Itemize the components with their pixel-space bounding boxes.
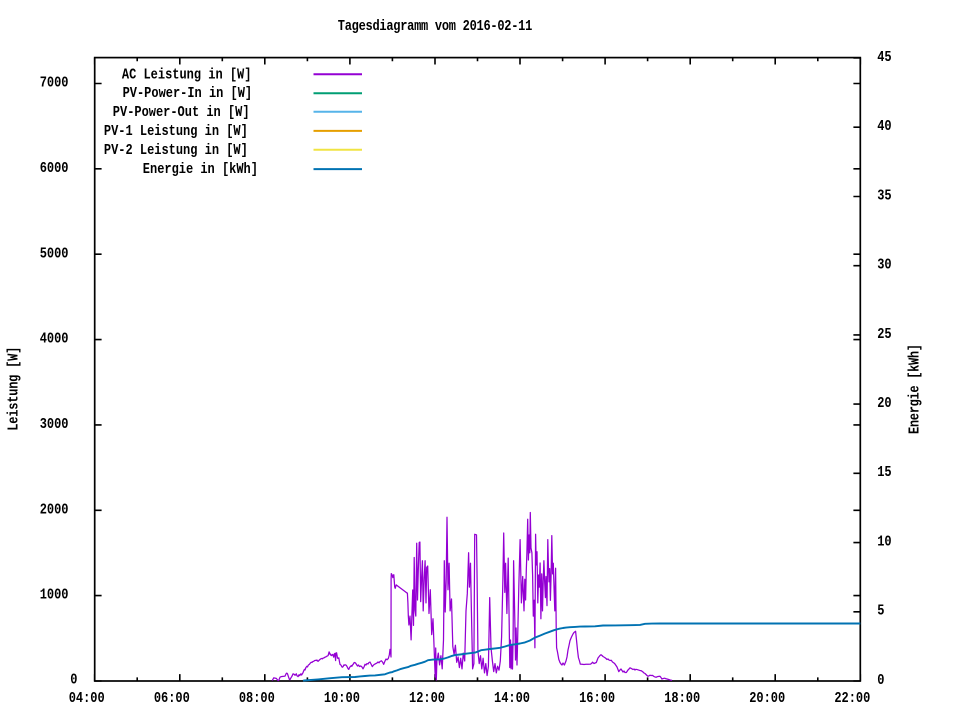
- svg-text:16:00: 16:00: [579, 691, 615, 707]
- svg-text:10: 10: [877, 535, 891, 551]
- svg-text:PV-Power-In in [W]: PV-Power-In in [W]: [123, 86, 253, 102]
- svg-text:15: 15: [877, 465, 891, 481]
- svg-text:1000: 1000: [40, 588, 69, 604]
- svg-text:14:00: 14:00: [494, 691, 530, 707]
- svg-text:7000: 7000: [40, 76, 69, 92]
- svg-text:Energie [kWh]: Energie [kWh]: [907, 344, 923, 434]
- svg-text:04:00: 04:00: [69, 691, 105, 707]
- svg-text:10:00: 10:00: [324, 691, 360, 707]
- svg-text:5000: 5000: [40, 246, 69, 262]
- svg-text:35: 35: [877, 188, 891, 204]
- svg-text:Tagesdiagramm vom 2016-02-11: Tagesdiagramm vom 2016-02-11: [338, 19, 533, 35]
- svg-text:6000: 6000: [40, 161, 69, 177]
- svg-text:PV-Power-Out in [W]: PV-Power-Out in [W]: [113, 105, 250, 121]
- svg-text:06:00: 06:00: [154, 691, 190, 707]
- svg-text:0: 0: [70, 672, 77, 688]
- svg-text:18:00: 18:00: [664, 691, 700, 707]
- svg-text:40: 40: [877, 119, 891, 135]
- svg-text:Leistung [W]: Leistung [W]: [7, 347, 23, 431]
- svg-text:0: 0: [877, 673, 884, 689]
- svg-text:4000: 4000: [40, 332, 69, 348]
- svg-text:25: 25: [877, 327, 891, 343]
- svg-text:5: 5: [877, 604, 884, 620]
- svg-text:2000: 2000: [40, 502, 69, 518]
- svg-text:3000: 3000: [40, 417, 69, 433]
- svg-text:30: 30: [877, 258, 891, 274]
- svg-text:Energie in [kWh]: Energie in [kWh]: [143, 162, 258, 178]
- svg-text:20:00: 20:00: [749, 691, 785, 707]
- svg-text:PV-1 Leistung in [W]: PV-1 Leistung in [W]: [104, 124, 248, 140]
- svg-text:12:00: 12:00: [409, 691, 445, 707]
- svg-text:22:00: 22:00: [834, 691, 870, 707]
- svg-text:AC Leistung in [W]: AC Leistung in [W]: [122, 67, 252, 83]
- svg-text:PV-2 Leistung in [W]: PV-2 Leistung in [W]: [104, 143, 248, 159]
- svg-text:08:00: 08:00: [239, 691, 275, 707]
- svg-text:45: 45: [877, 50, 891, 66]
- svg-text:20: 20: [877, 396, 891, 412]
